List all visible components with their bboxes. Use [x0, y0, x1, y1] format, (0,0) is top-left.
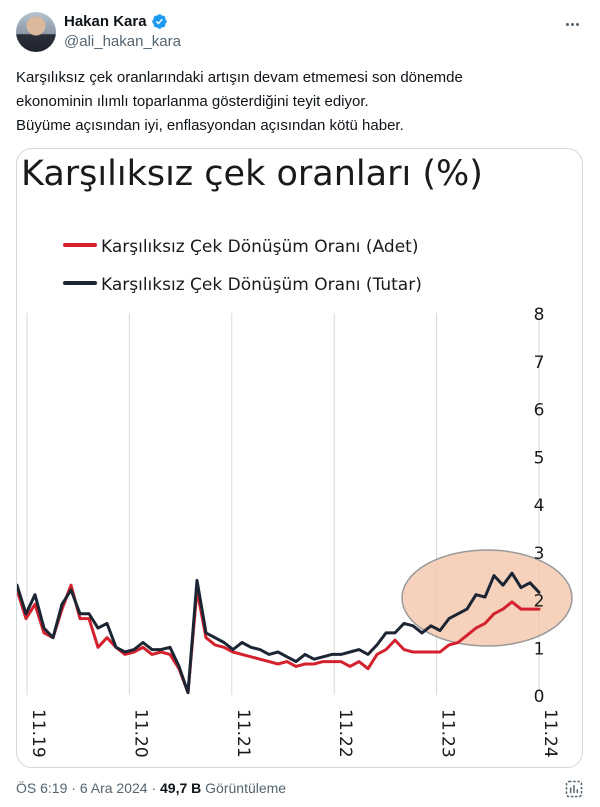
series-line-tutar — [17, 571, 541, 695]
y-tick-label: 5 — [534, 448, 545, 468]
tweet-meta: ÖS 6:19 · 6 Ara 2024 · 49,7 B Görüntülem… — [16, 780, 286, 796]
tweet-line: Büyüme açısından iyi, enflasyondan açısı… — [16, 117, 404, 134]
tweet-text: Karşılıksız çek oranlarındaki artışın de… — [16, 66, 584, 138]
legend-label: Karşılıksız Çek Dönüşüm Oranı (Tutar) — [101, 275, 422, 295]
author-name-row: Hakan Kara — [64, 13, 168, 30]
x-tick-label: 11.23 — [438, 709, 458, 758]
y-tick-label: 7 — [534, 353, 545, 373]
author-display-name[interactable]: Hakan Kara — [64, 13, 147, 30]
views-label: Görüntüleme — [205, 780, 287, 796]
series-line-adet — [17, 583, 541, 695]
x-tick-label: 11.21 — [233, 709, 253, 758]
chart-highlight-ellipse — [401, 549, 573, 647]
meta-separator: · — [151, 780, 157, 796]
meta-separator: · — [71, 780, 76, 796]
chart-legend: Karşılıksız Çek Dönüşüm Oranı (Adet) Karş… — [63, 237, 422, 295]
y-tick-label: 6 — [534, 401, 545, 421]
x-tick-label: 11.20 — [130, 709, 150, 758]
chart-grid — [26, 313, 540, 695]
more-horizontal-icon[interactable] — [560, 12, 584, 36]
chart-title: Karşılıksız çek oranları (%) — [21, 154, 483, 194]
analytics-icon[interactable] — [564, 779, 584, 799]
legend-label: Karşılıksız Çek Dönüşüm Oranı (Adet) — [101, 237, 418, 257]
author-handle[interactable]: @ali_hakan_kara — [64, 33, 181, 50]
y-tick-label: 8 — [534, 305, 545, 325]
x-tick-label: 11.22 — [335, 709, 355, 758]
tweet-date[interactable]: 6 Ara 2024 — [79, 780, 148, 796]
x-tick-label: 11.19 — [28, 709, 48, 758]
y-tick-label: 3 — [534, 544, 545, 564]
tweet-time[interactable]: ÖS 6:19 — [16, 780, 68, 796]
chart-x-ticks: 11.19 11.20 11.21 11.22 11.23 11.24 — [28, 709, 560, 758]
y-tick-label: 2 — [534, 592, 545, 612]
chart-y-ticks: 0 1 2 3 4 5 6 7 8 — [534, 305, 545, 707]
chart-series — [17, 571, 541, 695]
tweet-line: Karşılıksız çek oranlarındaki artışın de… — [16, 69, 463, 86]
verified-badge-icon[interactable] — [151, 13, 168, 30]
tweet-header: Hakan Kara @ali_hakan_kara — [16, 10, 584, 54]
tweet-media-chart[interactable]: Karşılıksız çek oranları (%) Karşılıksız… — [16, 148, 583, 768]
chart-svg: Karşılıksız çek oranları (%) Karşılıksız… — [17, 154, 573, 758]
avatar[interactable] — [16, 12, 56, 52]
highlight-ellipse — [401, 549, 573, 647]
y-tick-label: 4 — [534, 496, 545, 516]
y-tick-label: 0 — [534, 687, 545, 707]
y-tick-label: 1 — [534, 639, 545, 659]
x-tick-label: 11.24 — [540, 709, 560, 758]
tweet-line: ekonominin ılımlı toparlanma gösterdiğin… — [16, 93, 369, 110]
views-count: 49,7 B — [160, 780, 202, 796]
